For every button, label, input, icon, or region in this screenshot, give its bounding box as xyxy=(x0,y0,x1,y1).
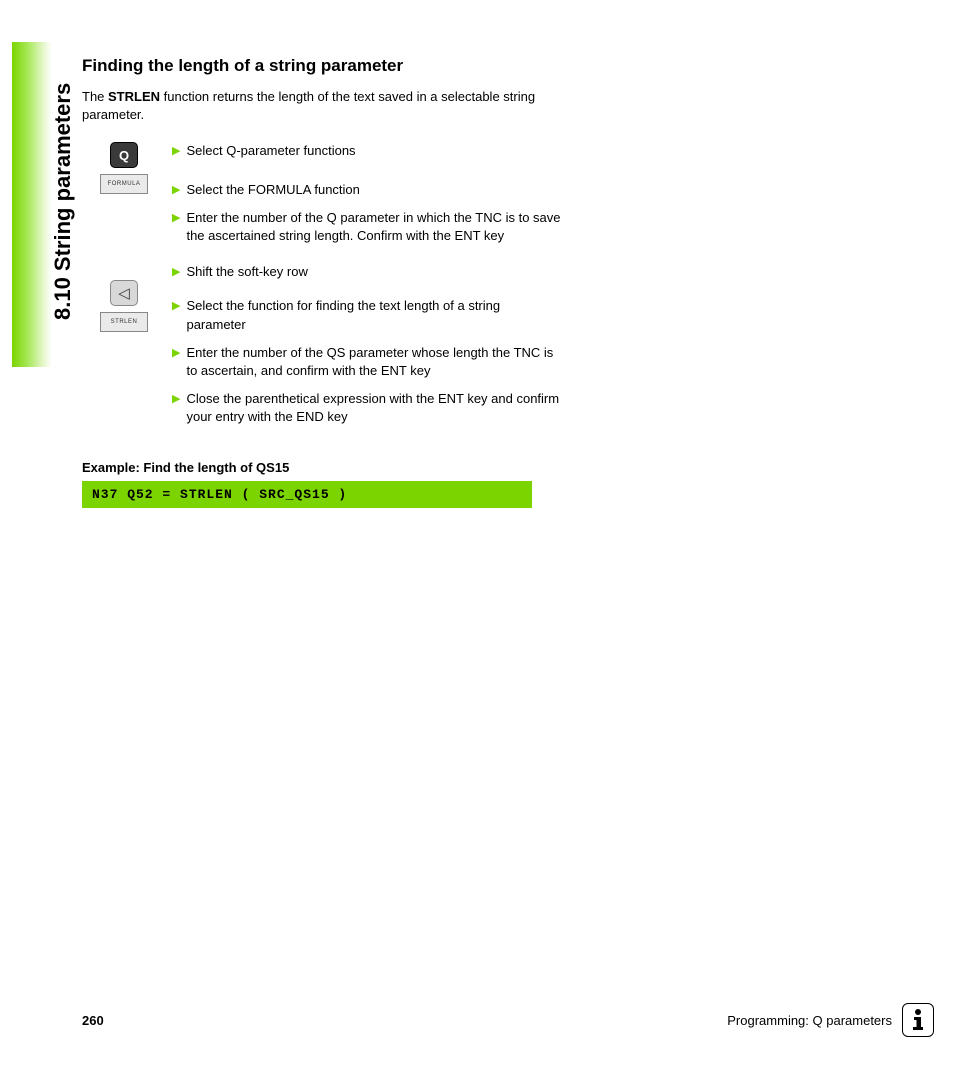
triangle-icon: ▶ xyxy=(172,265,180,281)
triangle-icon: ▶ xyxy=(172,211,180,245)
formula-softkey-icon: FORMULA xyxy=(100,174,148,194)
side-tab xyxy=(12,42,52,367)
footer: 260 Programming: Q parameters xyxy=(82,1003,934,1037)
section-label: 8.10 String parameters xyxy=(50,83,76,320)
strlen-softkey-icon: STRLEN xyxy=(100,312,148,332)
step-text: Select the function for finding the text… xyxy=(186,297,562,333)
main-content: Finding the length of a string parameter… xyxy=(82,56,562,508)
q-key-icon: Q xyxy=(110,142,138,168)
page-number: 260 xyxy=(82,1013,104,1028)
footer-right: Programming: Q parameters xyxy=(727,1003,934,1037)
step-item: ▶ Select Q-parameter functions xyxy=(172,142,562,160)
intro-func: STRLEN xyxy=(108,89,160,104)
step-text: Enter the number of the Q parameter in w… xyxy=(186,209,562,245)
page-title: Finding the length of a string parameter xyxy=(82,56,562,76)
step-item: ▶ Select the function for finding the te… xyxy=(172,297,562,333)
triangle-icon: ▶ xyxy=(172,144,180,160)
step-text: Close the parenthetical expression with … xyxy=(186,390,562,426)
step-text: Enter the number of the QS parameter who… xyxy=(186,344,562,380)
step-text: Shift the soft-key row xyxy=(186,263,307,281)
steps-column: ▶ Select Q-parameter functions ▶ Select … xyxy=(172,142,562,436)
steps-area: Q FORMULA ◁ STRLEN ▶ Select Q-parameter … xyxy=(82,142,562,436)
step-item: ▶ Shift the soft-key row xyxy=(172,263,562,281)
step-item: ▶ Enter the number of the QS parameter w… xyxy=(172,344,562,380)
intro-pre: The xyxy=(82,89,108,104)
triangle-icon: ▶ xyxy=(172,183,180,199)
triangle-icon: ▶ xyxy=(172,299,180,333)
intro-paragraph: The STRLEN function returns the length o… xyxy=(82,88,562,124)
step-text: Select the FORMULA function xyxy=(186,181,359,199)
step-item: ▶ Select the FORMULA function xyxy=(172,181,562,199)
triangle-icon: ▶ xyxy=(172,346,180,380)
step-item: ▶ Enter the number of the Q parameter in… xyxy=(172,209,562,245)
triangle-icon: ▶ xyxy=(172,392,180,426)
info-icon xyxy=(902,1003,934,1037)
footer-section: Programming: Q parameters xyxy=(727,1013,892,1028)
arrow-key-icon: ◁ xyxy=(110,280,138,306)
step-text: Select Q-parameter functions xyxy=(186,142,355,160)
step-item: ▶ Close the parenthetical expression wit… xyxy=(172,390,562,426)
example-title: Example: Find the length of QS15 xyxy=(82,460,562,475)
icons-column: Q FORMULA ◁ STRLEN xyxy=(82,142,154,436)
code-block: N37 Q52 = STRLEN ( SRC_QS15 ) xyxy=(82,481,532,508)
